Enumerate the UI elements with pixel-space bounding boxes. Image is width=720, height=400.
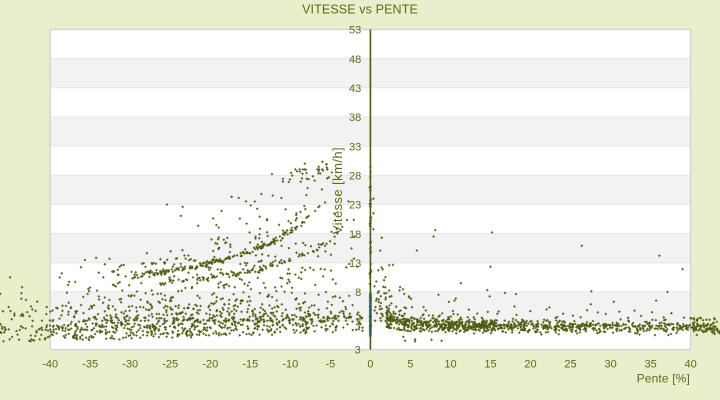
svg-text:48: 48 [349, 54, 361, 66]
svg-text:-5: -5 [326, 359, 336, 371]
svg-text:30: 30 [604, 359, 616, 371]
svg-text:-15: -15 [242, 359, 258, 371]
svg-text:15: 15 [484, 359, 496, 371]
svg-text:35: 35 [644, 359, 656, 371]
svg-text:8: 8 [355, 287, 361, 299]
svg-text:13: 13 [349, 258, 361, 270]
svg-text:43: 43 [349, 83, 361, 95]
svg-text:-20: -20 [202, 359, 218, 371]
svg-text:28: 28 [349, 171, 361, 183]
svg-text:Vitesse [km/h]: Vitesse [km/h] [330, 147, 345, 234]
svg-text:25: 25 [564, 359, 576, 371]
svg-text:VITESSE vs PENTE: VITESSE vs PENTE [302, 3, 418, 17]
svg-text:Pente [%]: Pente [%] [637, 372, 690, 386]
svg-text:0: 0 [367, 359, 373, 371]
svg-text:53: 53 [349, 25, 361, 37]
svg-text:-35: -35 [82, 359, 98, 371]
svg-text:-40: -40 [42, 359, 58, 371]
svg-text:33: 33 [349, 141, 361, 153]
svg-text:3: 3 [355, 316, 361, 328]
svg-text:3: 3 [355, 344, 361, 356]
svg-text:-30: -30 [122, 359, 138, 371]
svg-text:40: 40 [684, 359, 696, 371]
svg-text:18: 18 [349, 229, 361, 241]
svg-text:5: 5 [407, 359, 413, 371]
svg-text:10: 10 [444, 359, 456, 371]
svg-text:20: 20 [524, 359, 536, 371]
svg-text:-10: -10 [282, 359, 298, 371]
svg-text:23: 23 [349, 200, 361, 212]
svg-text:-25: -25 [162, 359, 178, 371]
svg-text:38: 38 [349, 112, 361, 124]
